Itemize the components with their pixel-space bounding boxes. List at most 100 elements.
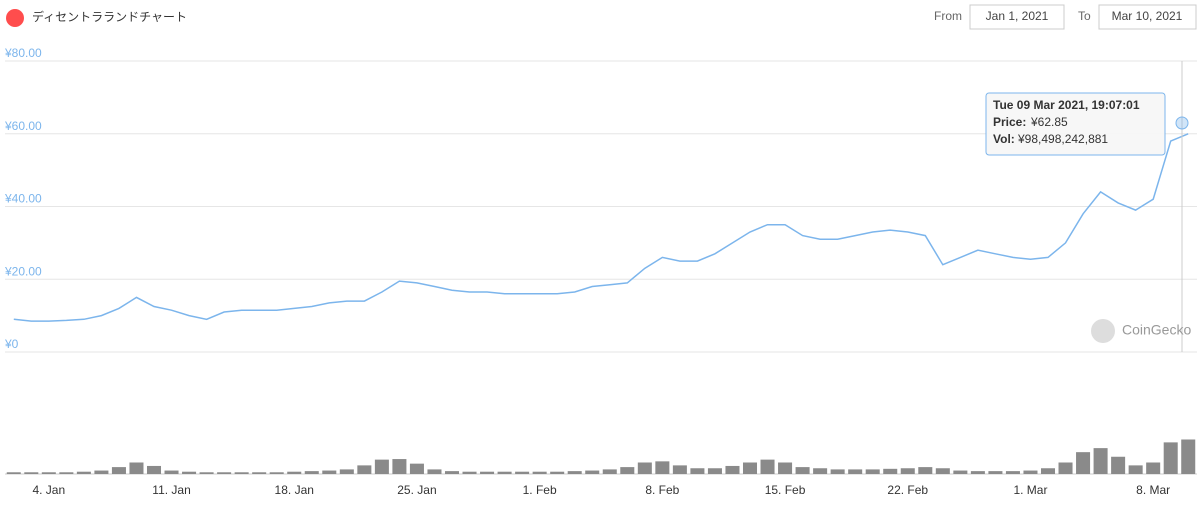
volume-bar [778,462,793,474]
volume-bar [1163,442,1178,474]
chart-title: ディセントラランドチャート [32,9,187,24]
volume-bar [111,467,126,474]
volume-bar [409,463,424,474]
x-tick-label: 22. Feb [887,483,928,497]
tooltip-date: Tue 09 Mar 2021, 19:07:01 [993,98,1140,112]
volume-bar [1128,465,1143,474]
volume-bar [953,470,968,474]
to-date[interactable]: Mar 10, 2021 [1112,9,1183,23]
volume-bar [725,465,740,474]
volume-bar [813,468,828,474]
y-tick-label: ¥40.00 [4,192,42,206]
volume-bar [1005,471,1020,474]
volume-bar [41,472,56,474]
tooltip [985,92,1166,156]
volume-bar [76,471,91,474]
volume-bar [795,467,810,474]
x-tick-label: 11. Jan [152,483,190,497]
volume-bar [444,471,460,474]
volume-bar [164,470,179,474]
volume-bar [234,472,249,474]
volume-bar [900,468,915,474]
volume-bar [427,469,442,474]
tooltip-price-label: Price: [993,115,1026,129]
volume-bar [94,470,109,474]
x-tick-label: 4. Jan [32,483,65,497]
volume-bar [602,469,617,474]
price-line [13,133,1189,322]
x-tick-label: 8. Feb [645,483,679,497]
volume-bar [462,471,477,474]
tooltip-vol-label: Vol: [993,132,1015,146]
volume-bar [1111,456,1126,474]
volume-bar [830,469,845,474]
volume-bar [1040,468,1056,474]
volume-bar [918,467,933,474]
volume-bar [199,472,214,474]
volume-bar [637,462,652,474]
volume-bar [480,471,495,474]
volume-bar [690,468,705,474]
tooltip-price: ¥62.85 [1030,115,1068,129]
volume-bar [865,469,880,474]
volume-bar [146,465,162,474]
volume-bar [1058,462,1073,474]
volume-bar [1076,452,1091,474]
volume-bar [357,465,372,474]
volume-bar [287,471,302,474]
volume-bar [1146,462,1161,474]
y-tick-label: ¥60.00 [4,119,42,133]
volume-bar [252,472,267,474]
volume-bar [374,459,389,474]
volume-bar [567,471,582,474]
volume-bar [532,471,547,474]
volume-bar [217,472,232,474]
x-tick-label: 1. Feb [523,483,557,497]
watermark: CoinGecko [1122,322,1191,338]
from-input[interactable] [969,4,1065,30]
x-tick-label: 18. Jan [275,483,314,497]
tooltip-vol: ¥98,498,242,881 [1017,132,1108,146]
x-tick-label: 15. Feb [765,483,806,497]
volume-bar [672,465,687,474]
volume-bar [6,472,21,474]
volume-bar [655,461,670,474]
y-tick-label: ¥20.00 [4,264,42,278]
volume-bar [339,469,354,474]
volume-bar [269,472,284,474]
hover-point [1175,116,1189,130]
volume-bar [935,468,950,474]
to-label: To [1078,9,1091,23]
x-tick-label: 25. Jan [397,483,436,497]
watermark-logo [1091,319,1115,343]
volume-bar [182,471,197,474]
to-input[interactable] [1098,4,1197,30]
from-date[interactable]: Jan 1, 2021 [986,9,1049,23]
volume-bar [988,471,1003,474]
volume-bar [24,472,39,474]
volume-bar [392,459,407,474]
volume-bar [848,469,863,474]
from-label: From [934,9,962,23]
volume-bar [760,459,775,474]
volume-bar [515,471,530,474]
volume-bar [1023,470,1038,474]
volume-bar [322,470,337,474]
volume-bar [585,470,600,474]
volume-bar [304,471,319,474]
volume-bar [497,471,512,474]
volume-bar [707,468,722,474]
volume-bar [883,468,898,474]
volume-bar [1181,439,1196,474]
volume-bar [129,462,144,474]
x-tick-label: 1. Mar [1013,483,1047,497]
volume-bar [59,472,74,474]
y-tick-label: ¥0 [4,337,19,351]
y-tick-label: ¥80.00 [4,46,42,60]
x-tick-label: 8. Mar [1136,483,1170,497]
coin-logo [6,9,24,27]
volume-bar [1093,448,1108,474]
volume-bar [550,471,565,474]
